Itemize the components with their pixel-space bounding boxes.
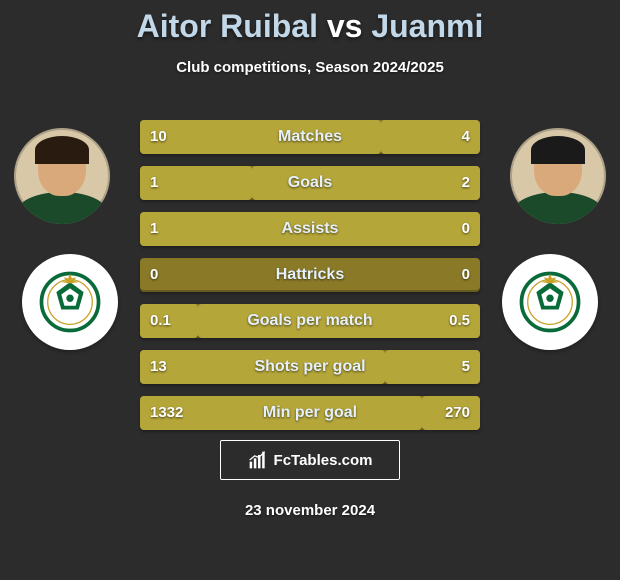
crest-icon: [519, 271, 581, 333]
stat-label: Matches: [140, 120, 480, 154]
stat-label: Goals: [140, 166, 480, 200]
stat-label: Assists: [140, 212, 480, 246]
player1-club-crest: [22, 254, 118, 350]
stat-row: 00Hattricks: [140, 258, 480, 292]
comparison-bars: 104Matches 12Goals 10Assists 00Hattricks 0.1…: [140, 120, 480, 442]
avatar-shoulders: [17, 192, 107, 224]
brand-badge: FcTables.com: [220, 440, 400, 480]
player2-name: Juanmi: [371, 8, 483, 44]
avatar-shoulders: [513, 192, 603, 224]
stat-label: Hattricks: [140, 258, 480, 292]
stat-row: 10Assists: [140, 212, 480, 246]
avatar-hair: [35, 136, 89, 164]
stat-row: 104Matches: [140, 120, 480, 154]
subtitle: Club competitions, Season 2024/2025: [0, 59, 620, 76]
stat-label: Min per goal: [140, 396, 480, 430]
avatar-hair: [531, 136, 585, 164]
stat-row: 1332270Min per goal: [140, 396, 480, 430]
stat-row: 135Shots per goal: [140, 350, 480, 384]
chart-icon: [248, 450, 268, 470]
stat-label: Shots per goal: [140, 350, 480, 384]
stat-row: 12Goals: [140, 166, 480, 200]
date-text: 23 november 2024: [0, 502, 620, 519]
stat-label: Goals per match: [140, 304, 480, 338]
player1-name: Aitor Ruibal: [137, 8, 318, 44]
player2-club-crest: [502, 254, 598, 350]
vs-text: vs: [327, 8, 363, 44]
player1-avatar: [14, 128, 110, 224]
page-title: Aitor Ruibal vs Juanmi: [0, 0, 620, 45]
player2-avatar: [510, 128, 606, 224]
stat-row: 0.10.5Goals per match: [140, 304, 480, 338]
crest-icon: [39, 271, 101, 333]
brand-text: FcTables.com: [274, 452, 373, 469]
